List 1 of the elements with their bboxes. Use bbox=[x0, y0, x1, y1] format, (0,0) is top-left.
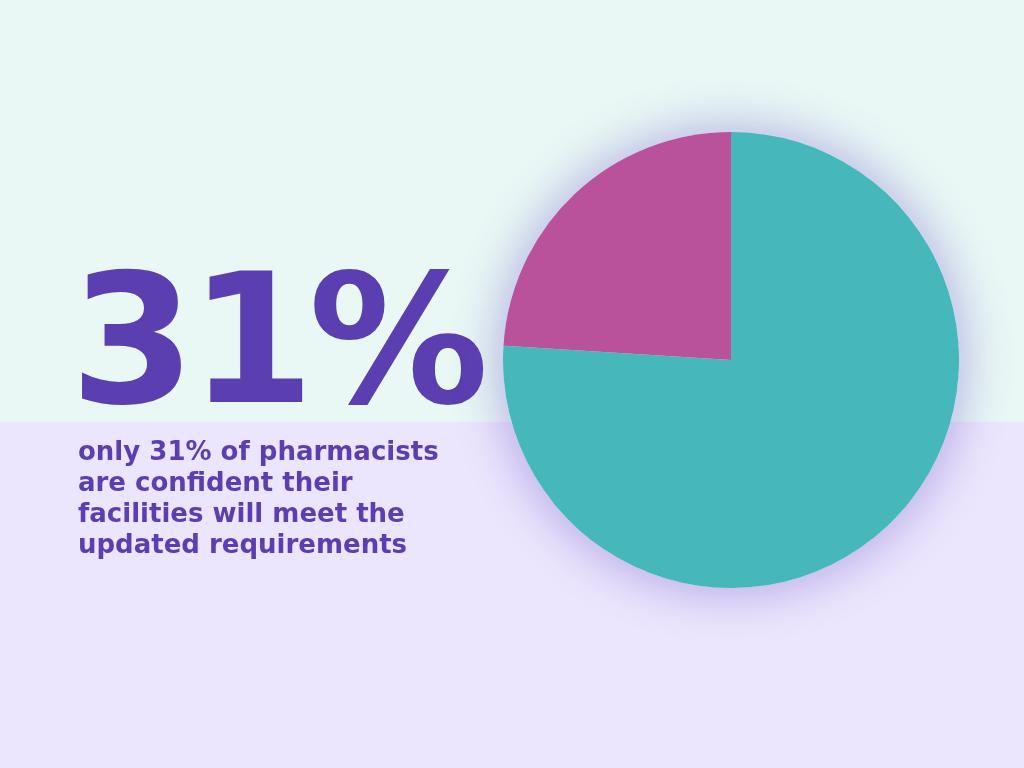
text: only 31% of pharmacists are confident their facilities will meet the updated requirements bbox=[78, 436, 440, 560]
